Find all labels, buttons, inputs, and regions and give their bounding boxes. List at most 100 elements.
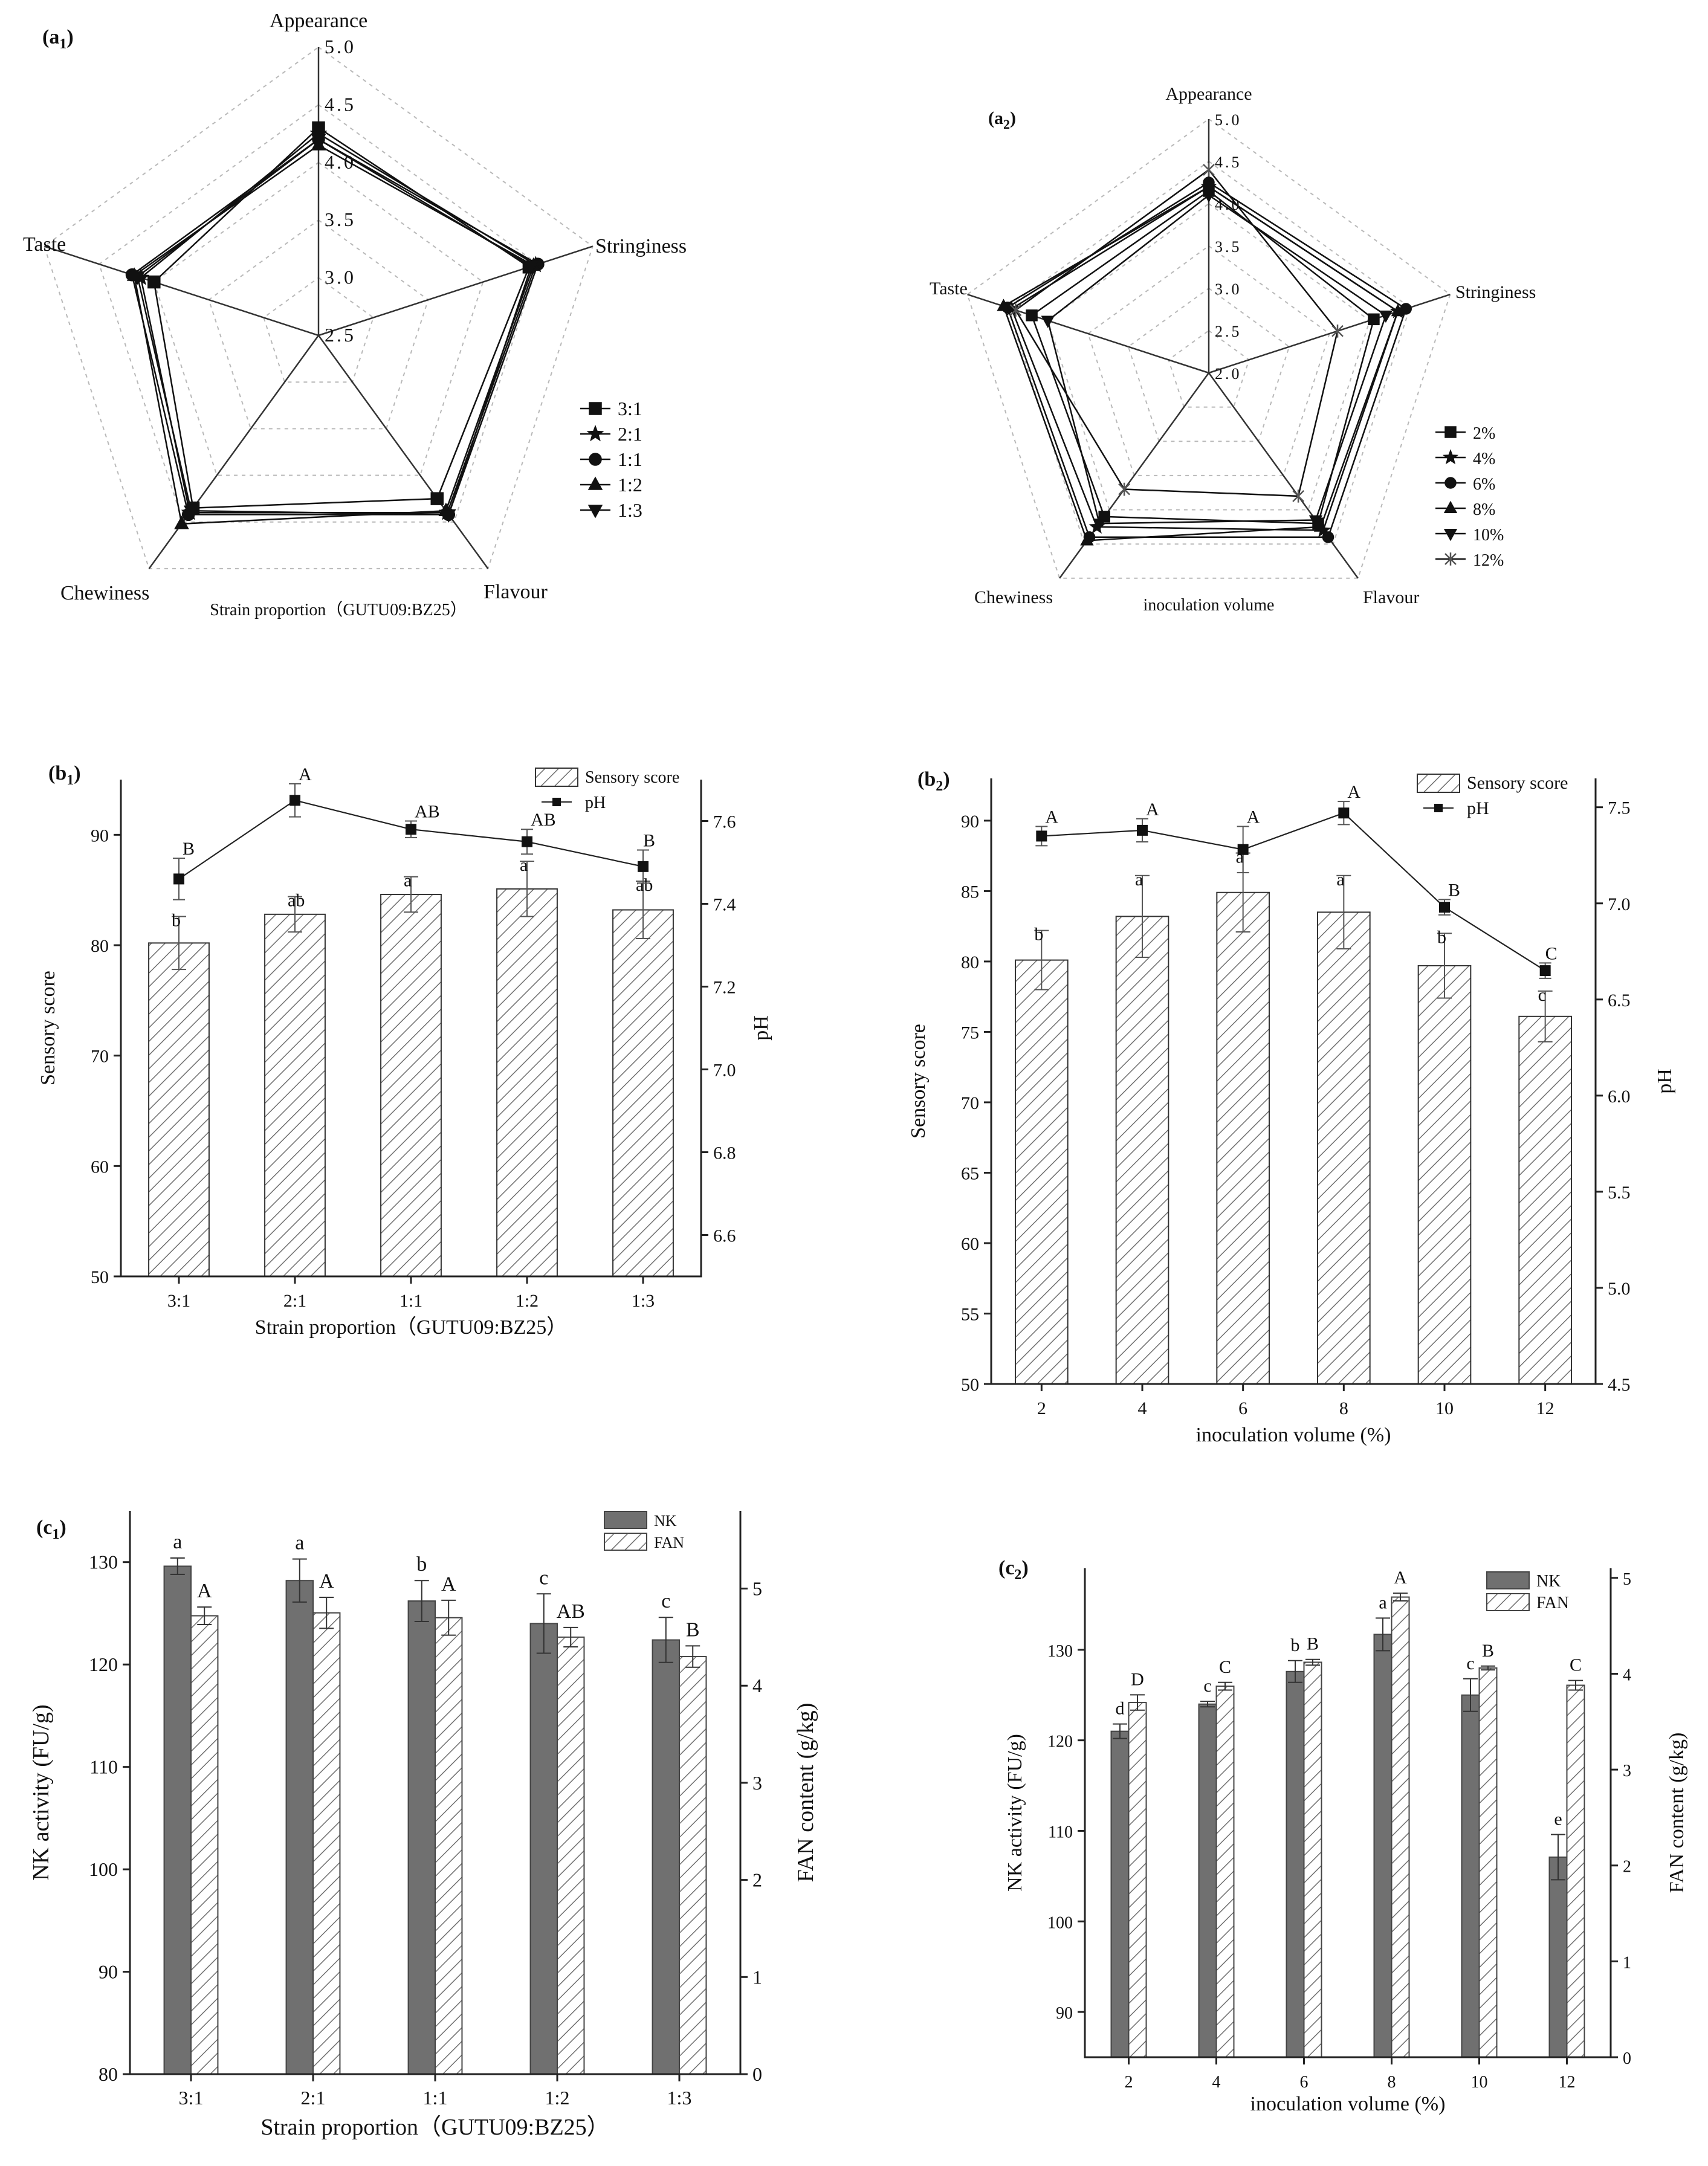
x-tick-label: 1:1: [423, 2087, 448, 2109]
sensory-letter: a: [520, 855, 528, 875]
radar-axis-label-stringiness: Stringiness: [595, 235, 687, 257]
grid-ring: [1047, 202, 1371, 511]
radar-spoke: [317, 335, 489, 569]
y2-tick-label: 0: [1623, 2049, 1631, 2068]
ph-point: [1036, 830, 1047, 842]
y-tick-label: 130: [89, 1551, 118, 1573]
radar-tick-label: 3.0: [325, 267, 356, 288]
radar-point: [1368, 313, 1380, 326]
y2-tick-label: 7.0: [1608, 894, 1631, 914]
sensory-letter: b: [1034, 925, 1043, 945]
x-tick-label: 12: [1559, 2073, 1576, 2092]
sensory-bar: [380, 893, 442, 1278]
axes-frame: [990, 778, 1597, 1385]
fan-letter: A: [1394, 1568, 1407, 1588]
y2-tick-label: 5.5: [1608, 1183, 1631, 1203]
y-tick-label: 100: [89, 1858, 118, 1880]
y2-axis-label: FAN content (g/kg): [1666, 1733, 1688, 1893]
nk-letter: c: [539, 1566, 548, 1589]
radar-series-3-1: [147, 121, 536, 515]
ph-point: [1539, 965, 1551, 977]
nk-bar: [529, 1623, 558, 2075]
radar-point: [430, 492, 444, 505]
x-tick-label: 2: [1125, 2073, 1133, 2092]
sensory-letter: ab: [636, 875, 653, 895]
legend-label: Sensory score: [1467, 773, 1568, 793]
y2-tick-label: 7.6: [713, 812, 736, 832]
y2-tick-label: 1: [1623, 1953, 1631, 1972]
radar-axis-label-flavour: Flavour: [1363, 587, 1419, 607]
fan-bar: [1478, 1667, 1498, 2058]
fan-bar: [1215, 1686, 1235, 2058]
radar-spoke: [148, 335, 320, 569]
legend-marker: [587, 476, 603, 490]
y2-tick-label: 6.6: [713, 1226, 736, 1246]
radar-series-line: [1006, 181, 1407, 538]
y2-tick-label: 2: [1623, 1858, 1631, 1877]
radar-tick-label: 2.5: [1215, 323, 1242, 340]
radar-series-1-3: [130, 134, 539, 523]
x-tick-label: 3:1: [179, 2087, 204, 2109]
y2-axis-label: pH: [750, 1015, 772, 1041]
sensory-bar: [1417, 965, 1472, 1385]
legend-marker: [589, 453, 602, 466]
grid-ring: [966, 118, 1451, 579]
x-axis-label: Strain proportion（GUTU09:BZ25）: [255, 1316, 568, 1339]
legend-marker: [1434, 804, 1443, 812]
legend-marker: [1444, 552, 1457, 566]
radar-tick-label: 5.0: [325, 36, 356, 57]
sensory-bar: [1015, 959, 1069, 1385]
grid-ring: [263, 277, 374, 383]
y2-tick-label: 6.8: [713, 1143, 736, 1163]
radar-axis-label-chewiness: Chewiness: [60, 582, 149, 604]
y-tick-label: 60: [961, 1234, 979, 1254]
ph-letter: B: [1448, 880, 1460, 900]
sensory-error-bar: [1135, 874, 1150, 958]
y2-tick-label: 4: [1623, 1666, 1631, 1684]
radar-series-line: [1047, 194, 1387, 525]
radar-series-line: [1014, 169, 1339, 497]
legend-swatch-nk: [604, 1511, 647, 1529]
legend-label: Sensory score: [585, 768, 679, 787]
ph-letter: AB: [415, 802, 440, 822]
fan-bar: [1391, 1596, 1410, 2058]
x-axis-label: inoculation volume (%): [1196, 1424, 1391, 1446]
legend-label: 8%: [1473, 500, 1495, 519]
y-tick-label: 130: [1047, 1642, 1073, 1661]
fan-error-bar: [1130, 1694, 1145, 1711]
sensory-letter: a: [404, 871, 412, 891]
nk-letter: c: [661, 1590, 670, 1612]
radar-series-8-: [997, 179, 1405, 546]
radar-tick-label: 5.0: [1215, 111, 1242, 129]
y-tick-label: 50: [961, 1375, 979, 1395]
legend-label: 1:3: [618, 499, 642, 521]
x-tick-label: 12: [1536, 1398, 1554, 1418]
radar-series-2-1: [132, 124, 545, 520]
panel-label-a2: (a2): [988, 108, 1016, 132]
sensory-bar: [612, 909, 674, 1277]
legend-marker: [1443, 500, 1458, 513]
legend-label: NK: [1536, 1572, 1561, 1591]
x-tick-label: 2:1: [283, 1291, 306, 1311]
fan-letter: A: [197, 1580, 212, 1602]
radar-point: [1313, 519, 1328, 532]
radar-tick-label: 3.5: [1215, 238, 1242, 256]
fan-error-bar: [685, 1645, 700, 1668]
ph-letter: B: [643, 830, 655, 850]
sensory-error-bar: [1336, 874, 1351, 949]
ph-point: [522, 836, 532, 847]
radar-chart-a2: 2.02.53.03.54.04.55.0AppearanceStringine…: [930, 84, 1536, 615]
y2-axis-label: pH: [1654, 1068, 1676, 1094]
radar-tick-label: 2.0: [1215, 365, 1242, 383]
ph-point: [1237, 844, 1249, 855]
legend-swatch-bar: [1417, 774, 1460, 793]
nk-error-bar: [1551, 1834, 1565, 1881]
fan-letter: D: [1131, 1669, 1144, 1689]
y-axis-label: NK activity (FU/g): [28, 1704, 54, 1880]
radar-spoke: [1208, 294, 1451, 374]
radar-series-line: [131, 138, 539, 516]
